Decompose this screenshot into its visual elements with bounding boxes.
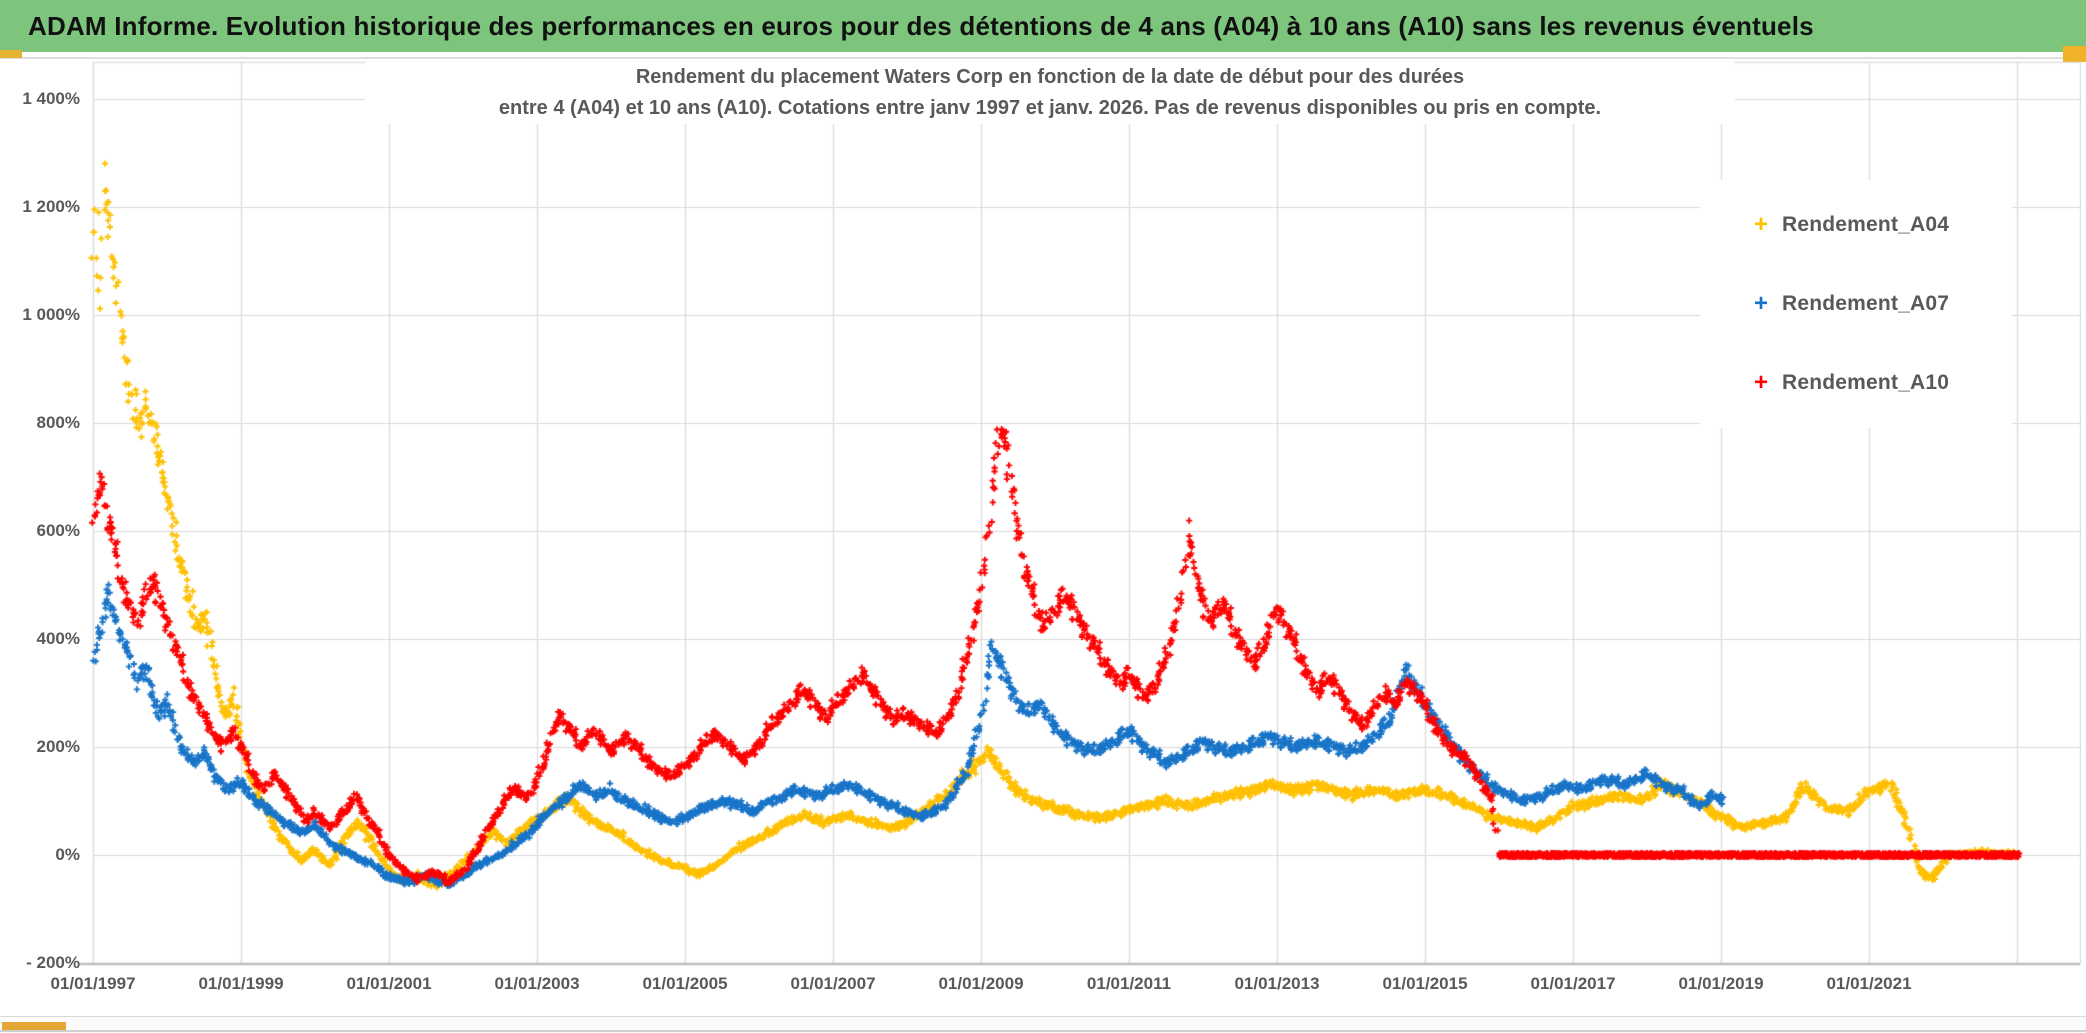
y-tick-label: 1 400% xyxy=(22,89,80,108)
legend-label: Rendement_A10 xyxy=(1782,370,1950,394)
y-tick-label: 600% xyxy=(36,521,80,540)
chart-legend: + Rendement_A04 + Rendement_A07 + Rendem… xyxy=(1700,180,2012,428)
y-tick-label: 1 200% xyxy=(22,197,80,216)
y-tick-label: 200% xyxy=(36,737,80,756)
legend-item-rendement-a10: + Rendement_A10 xyxy=(1700,368,2012,396)
legend-label: Rendement_A04 xyxy=(1782,213,1950,237)
chart-title: Rendement du placement Waters Corp en fo… xyxy=(365,62,1735,124)
x-tick-label: 01/01/2019 xyxy=(1678,974,1764,993)
x-tick-label: 01/01/1997 xyxy=(50,974,136,993)
x-tick-label: 01/01/2003 xyxy=(494,974,580,993)
x-tick-label: 01/01/2009 xyxy=(938,974,1024,993)
y-tick-label: - 200% xyxy=(26,953,80,972)
legend-item-rendement-a04: + Rendement_A04 xyxy=(1700,213,2012,237)
legend-item-rendement-a07: + Rendement_A07 xyxy=(1700,289,2012,317)
y-tick-label: 0% xyxy=(55,845,80,864)
x-tick-label: 01/01/2011 xyxy=(1086,974,1172,993)
plus-marker-icon: + xyxy=(1753,368,1768,396)
x-tick-label: 01/01/1999 xyxy=(198,974,284,993)
x-tick-label: 01/01/2007 xyxy=(790,974,876,993)
y-tick-label: 1 000% xyxy=(22,305,80,324)
chart-title-line1: Rendement du placement Waters Corp en fo… xyxy=(635,66,1465,88)
legend-label: Rendement_A07 xyxy=(1782,291,1950,315)
plus-marker-icon: + xyxy=(1753,289,1768,317)
y-tick-label: 400% xyxy=(36,629,80,648)
chart-title-line2: entre 4 (A04) et 10 ans (A10). Cotations… xyxy=(498,97,1602,119)
x-tick-label: 01/01/2021 xyxy=(1826,974,1912,993)
x-tick-label: 01/01/2001 xyxy=(346,974,432,993)
x-tick-label: 01/01/2015 xyxy=(1382,974,1468,993)
x-tick-label: 01/01/2017 xyxy=(1530,974,1616,993)
y-tick-label: 800% xyxy=(36,413,80,432)
plus-marker-icon: + xyxy=(1753,211,1768,239)
x-tick-label: 01/01/2005 xyxy=(642,974,728,993)
x-tick-label: 01/01/2013 xyxy=(1234,974,1320,993)
